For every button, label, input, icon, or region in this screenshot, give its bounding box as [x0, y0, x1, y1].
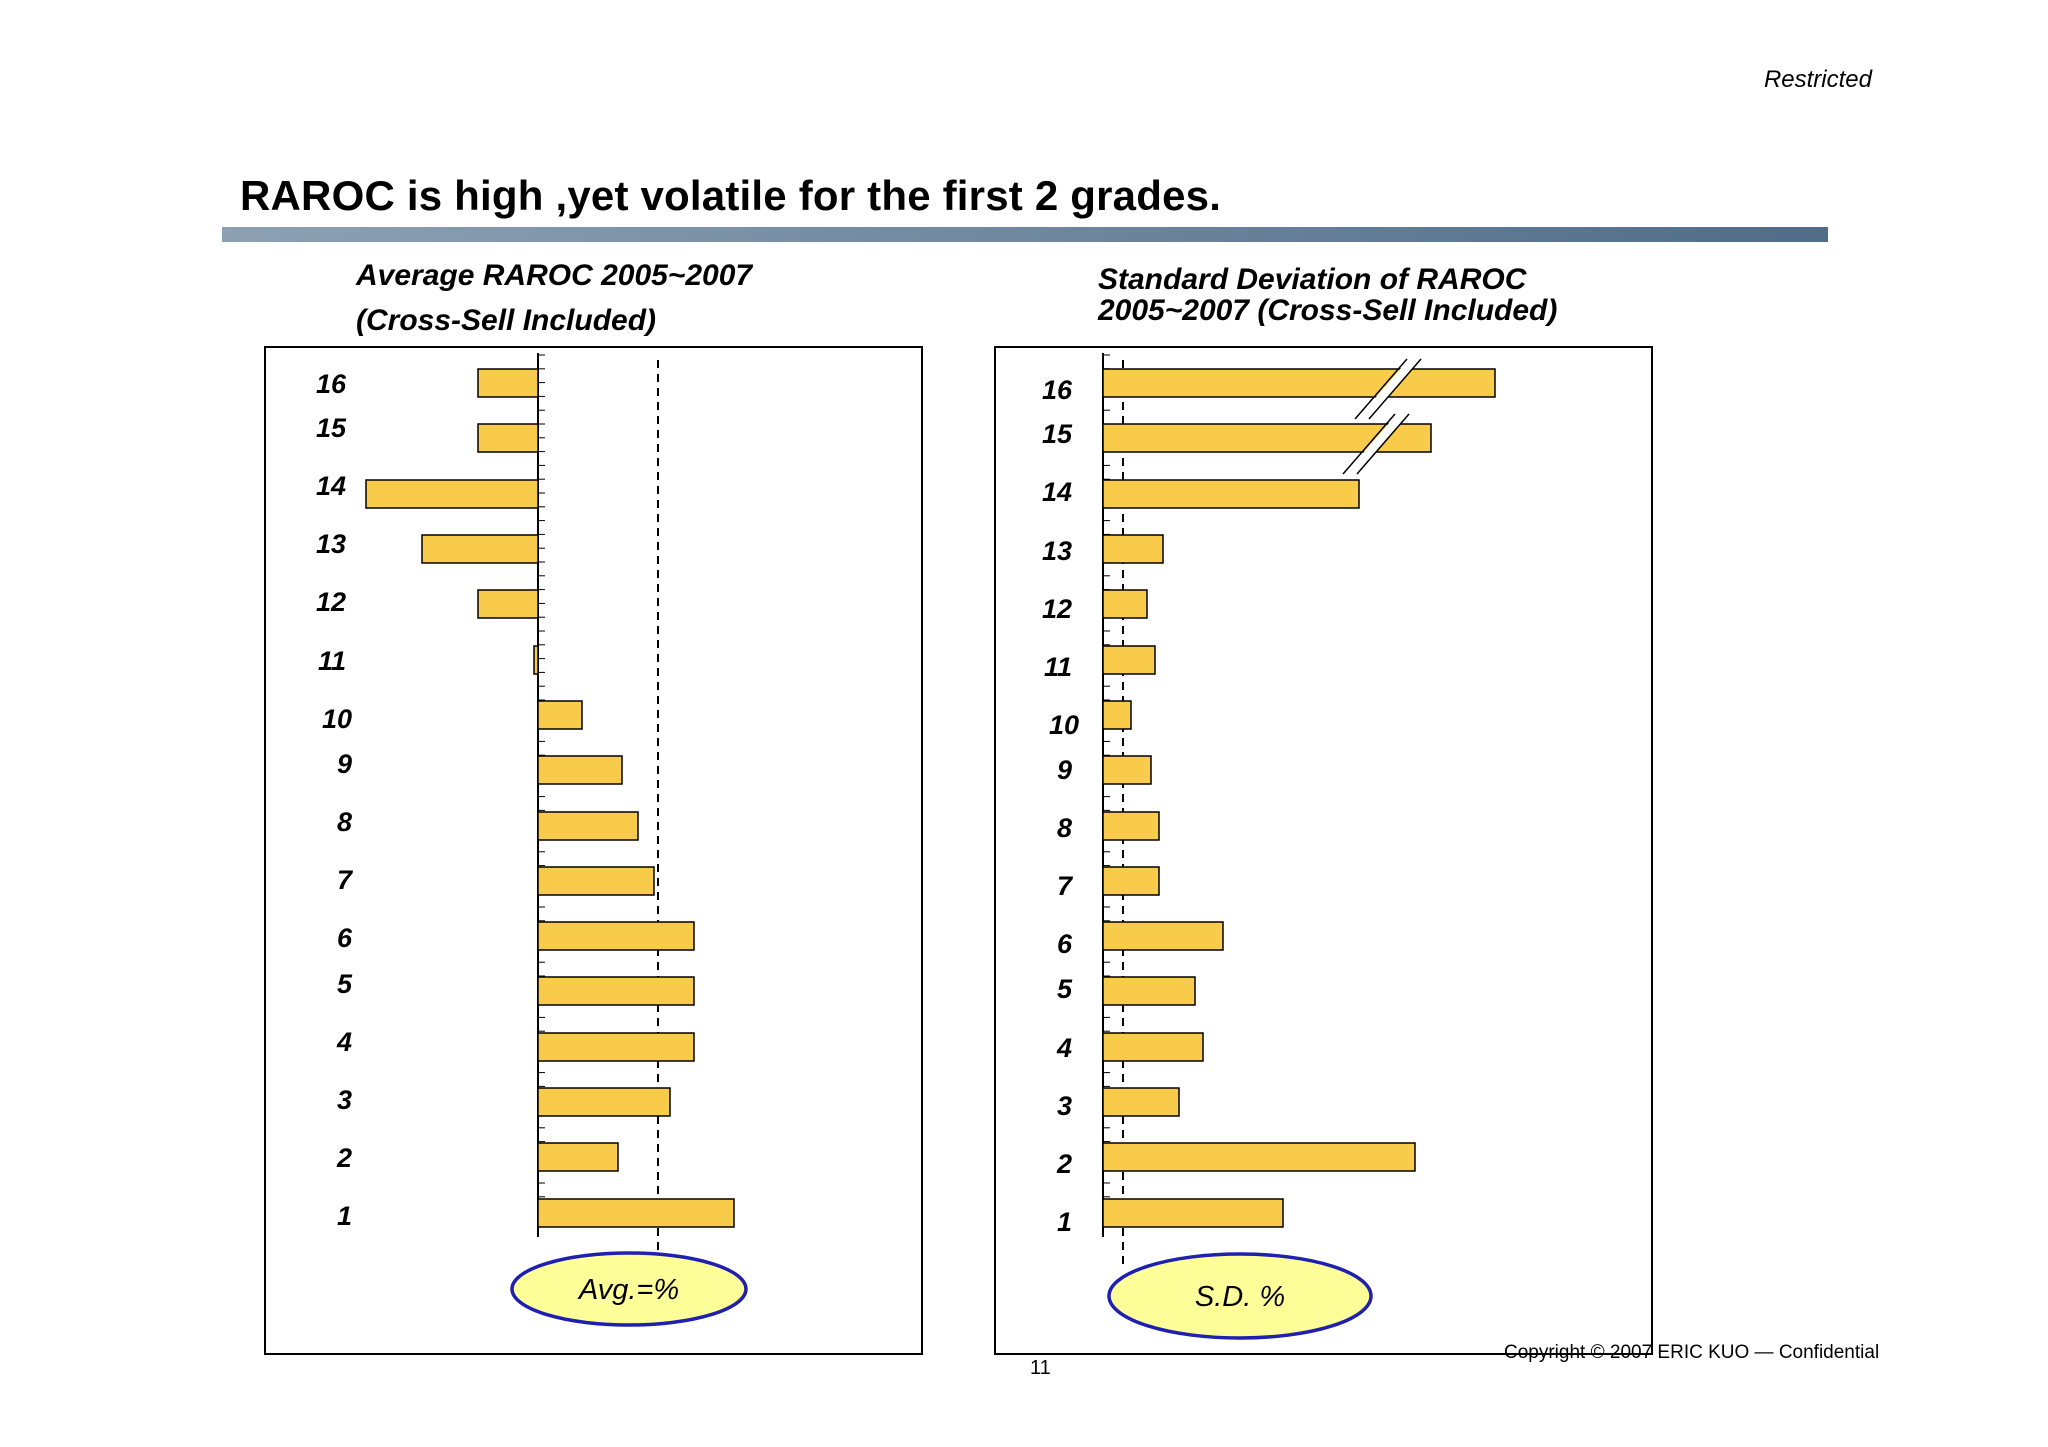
copyright-notice: Copyright © 2007 ERIC KUO — Confidential	[1504, 1342, 1880, 1363]
avg-bar-13	[421, 534, 539, 564]
sd-category-label: 4	[1056, 1033, 1072, 1063]
sd-bar-7	[1102, 866, 1160, 896]
sd-bar-11	[1102, 645, 1156, 675]
avg-category-label: 12	[316, 587, 346, 617]
avg-bar-4	[537, 1032, 695, 1062]
avg-bar-3	[537, 1087, 671, 1117]
sd-raroc-chart: 16 15 14 13 12 11 10 9 8 7 6 5 4 3 2 1 S.D. %	[994, 346, 1653, 1355]
avg-bar-15	[477, 423, 539, 453]
sd-bar-4	[1102, 1032, 1204, 1062]
left-chart-title-line-2: (Cross-Sell Included)	[356, 304, 657, 337]
sd-category-label: 6	[1057, 929, 1073, 959]
sd-bar-16	[1102, 368, 1496, 398]
avg-category-label: 6	[337, 923, 353, 953]
classification-label: Restricted	[1763, 66, 1872, 93]
avg-category-label: 11	[318, 646, 346, 676]
slide-title: RAROC is high ,yet volatile for the firs…	[240, 172, 1222, 219]
sd-category-label: 7	[1057, 871, 1074, 901]
avg-category-label: 13	[316, 529, 346, 559]
sd-category-label: 13	[1042, 536, 1072, 566]
sd-category-label: 9	[1057, 755, 1072, 785]
avg-category-label: 9	[337, 749, 352, 779]
sd-category-label: 2	[1056, 1149, 1072, 1179]
sd-reference-label: S.D. %	[1195, 1281, 1285, 1313]
avg-bar-14	[365, 479, 539, 509]
sd-bar-14	[1102, 479, 1360, 509]
sd-break-mask	[1357, 359, 1421, 419]
avg-bar-1	[537, 1198, 735, 1228]
avg-category-label: 10	[322, 704, 352, 734]
sd-bar-6	[1102, 921, 1224, 951]
avg-bar-5	[537, 976, 695, 1006]
avg-bar-10	[537, 700, 583, 730]
sd-bar-9	[1102, 755, 1152, 785]
avg-category-label: 1	[337, 1201, 352, 1231]
title-underline-bar	[222, 227, 1828, 242]
sd-break-line	[1356, 413, 1410, 475]
sd-bar-8	[1102, 811, 1160, 841]
right-chart-title: Standard Deviation of RAROC 2005~2007 (C…	[1098, 264, 1557, 326]
avg-bar-12	[477, 589, 539, 619]
sd-break-line	[1368, 358, 1422, 420]
average-raroc-chart: 16 15 14 13 12 11 10 9 8 7 6 5 4 3 2 1 Avg.=%	[264, 346, 923, 1355]
right-chart-title-line-2: 2005~2007 (Cross-Sell Included)	[1098, 294, 1558, 327]
sd-bar-10	[1102, 700, 1132, 730]
avg-category-label: 2	[336, 1143, 352, 1173]
sd-break-line	[1342, 413, 1396, 475]
avg-frame	[264, 346, 923, 1355]
avg-reference-badge	[510, 1251, 748, 1327]
sd-bar-2	[1102, 1142, 1416, 1172]
sd-break-mask	[1345, 414, 1409, 474]
right-chart-title-line-1: Standard Deviation of RAROC	[1098, 263, 1527, 296]
avg-category-label: 16	[316, 369, 347, 399]
avg-category-label: 4	[336, 1027, 352, 1057]
avg-bar-8	[537, 811, 639, 841]
avg-category-label: 3	[337, 1085, 352, 1115]
avg-bar-7	[537, 866, 655, 896]
avg-category-label: 7	[337, 865, 354, 895]
sd-bar-5	[1102, 976, 1196, 1006]
sd-category-label: 14	[1042, 477, 1072, 507]
avg-bar-11	[533, 645, 539, 675]
sd-bar-3	[1102, 1087, 1180, 1117]
sd-category-label: 15	[1042, 419, 1073, 449]
sd-category-label: 11	[1044, 652, 1072, 682]
sd-category-label: 1	[1057, 1207, 1072, 1237]
sd-bar-12	[1102, 589, 1148, 619]
avg-category-label: 8	[337, 807, 352, 837]
sd-reference-badge	[1107, 1252, 1373, 1340]
sd-category-label: 5	[1057, 974, 1073, 1004]
avg-bar-9	[537, 755, 623, 785]
avg-category-label: 14	[316, 471, 346, 501]
sd-frame	[994, 346, 1653, 1355]
avg-category-label: 15	[316, 413, 347, 443]
sd-category-label: 8	[1057, 813, 1072, 843]
sd-bar-1	[1102, 1198, 1284, 1228]
avg-category-label: 5	[337, 969, 353, 999]
avg-bar-16	[477, 368, 539, 398]
sd-category-label: 3	[1057, 1091, 1072, 1121]
avg-bar-2	[537, 1142, 619, 1172]
sd-category-label: 12	[1042, 594, 1072, 624]
sd-bar-13	[1102, 534, 1164, 564]
sd-break-line	[1354, 358, 1408, 420]
left-chart-title: Average RAROC 2005~2007 (Cross-Sell Incl…	[356, 253, 752, 343]
sd-category-label: 16	[1042, 375, 1073, 405]
left-chart-title-line-1: Average RAROC 2005~2007	[356, 259, 753, 292]
page-number: 11	[1030, 1357, 1051, 1379]
sd-category-label: 10	[1049, 710, 1079, 740]
avg-bar-6	[537, 921, 695, 951]
avg-reference-label: Avg.=%	[577, 1274, 679, 1306]
